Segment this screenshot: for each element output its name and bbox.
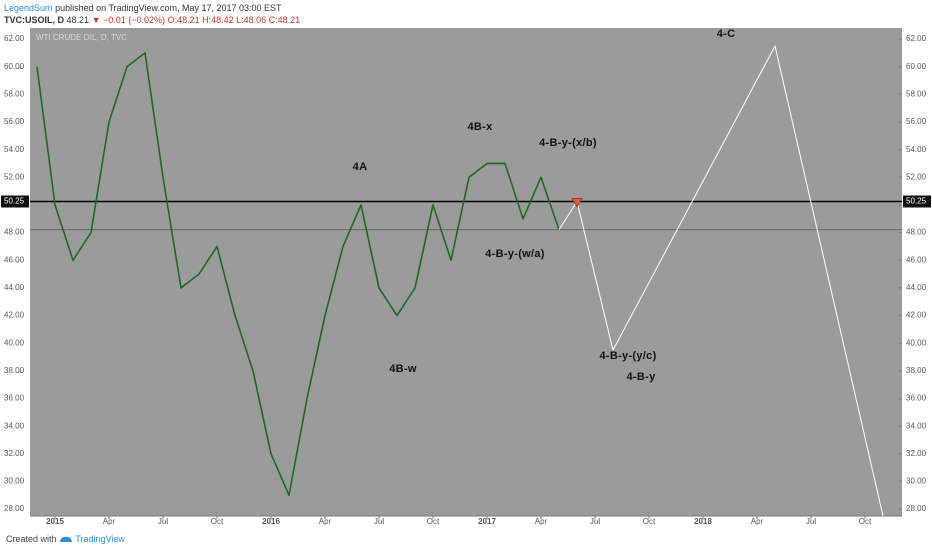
y-tick-label: 46.00	[4, 255, 25, 264]
x-tick-label: 2018	[694, 517, 712, 526]
y-tick-label: 30.00	[4, 477, 25, 486]
y-tick-label: 60.00	[4, 62, 25, 71]
y-tick-label: 28.00	[4, 504, 25, 513]
plot-area	[30, 28, 902, 516]
y-tick-label-right: 38.00	[906, 366, 927, 375]
y-tick-label-right: 30.00	[906, 477, 927, 486]
level-tag	[1, 195, 29, 208]
y-tick-label: 56.00	[4, 117, 25, 126]
y-tick-label-right: 36.00	[906, 394, 927, 403]
y-tick-label-right: 40.00	[906, 338, 927, 347]
x-tick-label: Jul	[590, 517, 600, 526]
wave-label: 4-C	[717, 28, 736, 40]
y-tick-label: 36.00	[4, 394, 25, 403]
y-tick-label-right: 42.00	[906, 311, 927, 320]
y-tick-label: 54.00	[4, 145, 25, 154]
price-line	[36, 52, 560, 497]
y-tick-label: 34.00	[4, 421, 25, 430]
x-tick-label: Oct	[859, 517, 872, 526]
wave-label: 4-B-y-(w/a)	[485, 248, 545, 260]
x-tick-label: Apr	[751, 517, 764, 526]
header: LegendSum published on TradingView.com, …	[4, 2, 300, 26]
x-tick-label: Apr	[103, 517, 116, 526]
y-tick-label-right: 28.00	[906, 504, 927, 513]
y-tick-label: 52.00	[4, 172, 25, 181]
ohlc: O:48.21 H:48.42 L:48.06 C:48.21	[167, 15, 301, 25]
x-tick-label: Oct	[211, 517, 224, 526]
arrow: ▼	[91, 15, 101, 25]
y-tick-label-right: 54.00	[906, 145, 927, 154]
logo	[60, 536, 73, 542]
wave-label: 4-B-y-(y/c)	[599, 350, 656, 362]
wave-label: 4B-x	[467, 121, 493, 133]
x-tick-label: Jul	[158, 517, 168, 526]
y-tick-label-right: 60.00	[906, 62, 927, 71]
y-tick-label: 62.00	[4, 34, 25, 43]
y-tick-label-right: 34.00	[906, 421, 927, 430]
x-tick-label: Jul	[374, 517, 384, 526]
y-tick-label-right: 58.00	[906, 89, 927, 98]
y-tick-label: 38.00	[4, 366, 25, 375]
y-tick-label: 58.00	[4, 89, 25, 98]
projection-line	[558, 45, 884, 516]
y-tick-label: 44.00	[4, 283, 25, 292]
wave-label: 4B-w	[389, 363, 417, 375]
y-tick-label-right: 62.00	[906, 34, 927, 43]
price: 48.21	[66, 15, 90, 25]
level-label-right: 50.25	[906, 197, 927, 206]
y-tick-label-right: 44.00	[906, 283, 927, 292]
x-tick-label: Apr	[535, 517, 548, 526]
plot-layer	[30, 45, 902, 516]
change: −0.01 (−0.02%)	[103, 15, 166, 25]
y-tick-label: 32.00	[4, 449, 25, 458]
target-marker	[571, 197, 583, 208]
author[interactable]: LegendSum	[4, 3, 53, 13]
y-tick-label-right: 56.00	[906, 117, 927, 126]
y-tick-label-right: 32.00	[906, 449, 927, 458]
chart-title: WTI CRUDE OIL, D, TVC	[36, 33, 127, 42]
x-tick-label: 2016	[262, 517, 280, 526]
level-label: 50.25	[4, 197, 25, 206]
x-tick-label: Oct	[427, 517, 440, 526]
x-tick-label: 2017	[478, 517, 496, 526]
created-with: Created with	[6, 534, 57, 544]
wave-label: 4-B-y	[626, 371, 656, 383]
x-tick-label: Apr	[319, 517, 332, 526]
y-tick-label: 42.00	[4, 311, 25, 320]
footer: Created with TradingView	[6, 533, 125, 544]
x-tick-label: Jul	[806, 517, 816, 526]
x-tick-label: Oct	[643, 517, 656, 526]
y-tick-label: 48.00	[4, 228, 25, 237]
level-tag-right	[903, 195, 931, 208]
y-tick-label-right: 46.00	[906, 255, 927, 264]
x-tick-label: 2015	[46, 517, 64, 526]
y-tick-label-right: 52.00	[906, 172, 927, 181]
y-tick-label-right: 48.00	[906, 228, 927, 237]
published: published on TradingView.com, May 17, 20…	[55, 3, 282, 13]
symbol: TVC:USOIL, D	[4, 15, 64, 25]
brand[interactable]: TradingView	[75, 534, 125, 544]
y-tick-label: 40.00	[4, 338, 25, 347]
wave-label: 4A	[353, 161, 368, 173]
wave-label: 4-B-y-(x/b)	[539, 137, 597, 149]
